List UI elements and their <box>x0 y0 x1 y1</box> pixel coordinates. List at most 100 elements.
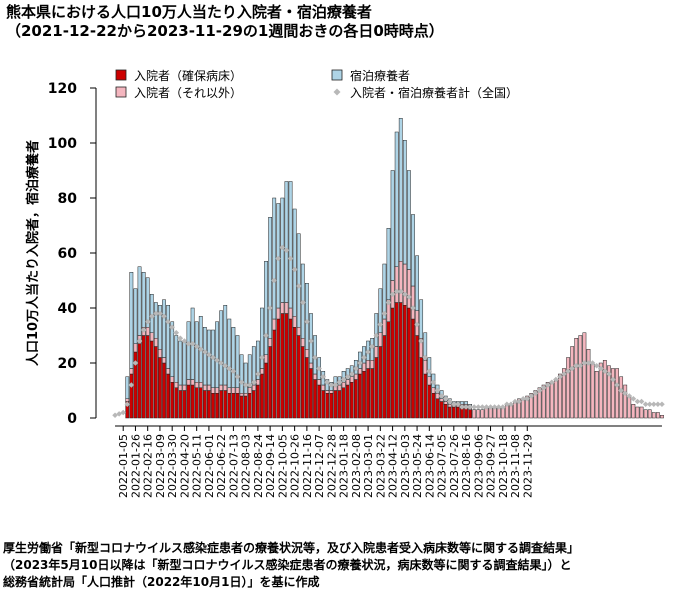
national-total-point <box>369 343 375 350</box>
bar-severe <box>247 393 252 419</box>
bar-lodging <box>235 335 240 388</box>
bar-lodging <box>219 310 224 386</box>
bar-severe <box>178 390 183 419</box>
bar-severe <box>325 393 330 419</box>
bar-lodging <box>411 214 415 287</box>
bar-severe <box>451 406 456 419</box>
y-tick-label: 80 <box>58 191 78 207</box>
bar-lodging <box>133 288 138 344</box>
bar-other <box>402 263 407 306</box>
bar-lodging <box>374 313 379 347</box>
national-total-point <box>259 354 265 361</box>
national-total-point <box>422 354 429 361</box>
national-total-point <box>557 373 563 380</box>
bar-severe <box>468 409 473 419</box>
bar-other <box>615 368 619 419</box>
national-total-point <box>585 360 592 366</box>
national-total-point <box>361 354 367 361</box>
bar-other <box>251 384 256 391</box>
bar-other <box>329 390 334 394</box>
national-total-point <box>414 321 420 328</box>
bar-other <box>411 285 415 320</box>
bar-other <box>300 338 305 347</box>
bar-severe <box>166 373 170 419</box>
bar-other <box>215 387 219 394</box>
national-total-point <box>161 313 167 320</box>
bar-other <box>480 409 485 419</box>
national-total-point <box>548 379 555 386</box>
bar-other <box>439 398 444 402</box>
national-total-point <box>157 310 163 317</box>
bar-lodging <box>178 340 183 386</box>
bar-severe <box>219 390 224 419</box>
national-total-point <box>283 247 290 254</box>
national-total-point <box>365 349 371 355</box>
national-total-point <box>455 401 461 408</box>
x-tick-label: 2023-09-27 <box>485 434 498 498</box>
national-total-point <box>263 332 269 339</box>
bar-other <box>566 357 570 419</box>
national-total-point <box>238 379 245 386</box>
bar-other <box>562 368 566 419</box>
national-total-point <box>348 371 355 377</box>
bar-lodging <box>251 346 256 386</box>
bar-other <box>202 384 207 391</box>
national-total-point <box>471 404 478 410</box>
bar-other <box>370 360 375 369</box>
x-tick-label: 2023-08-16 <box>460 434 473 498</box>
bar-severe <box>239 395 244 419</box>
x-tick-label: 2022-03-30 <box>166 434 179 498</box>
national-total-point <box>438 393 445 399</box>
x-tick-label: 2023-11-08 <box>509 434 522 498</box>
legend-lodging-label: 宿泊療養者 <box>350 68 410 83</box>
national-total-point <box>479 404 486 410</box>
bar-other <box>345 379 350 386</box>
bar-other <box>174 382 179 388</box>
bar-severe <box>272 329 277 419</box>
source-line: 総務省統計局「人口推計（2022年10月1日）」を基に作成 <box>3 575 320 589</box>
bar-other <box>353 373 358 380</box>
bar-other <box>574 338 579 419</box>
legend-severe-label: 入院者（確保病床） <box>134 68 242 83</box>
national-total-point <box>561 371 567 377</box>
bar-other <box>243 393 248 397</box>
national-total-point <box>553 376 559 383</box>
bar-lodging <box>125 376 130 399</box>
bar-severe <box>362 371 366 419</box>
national-total-point <box>287 255 294 262</box>
bar-severe <box>243 395 248 419</box>
bar-lodging <box>460 401 464 405</box>
bar-other <box>607 365 611 419</box>
national-total-point <box>377 321 384 328</box>
national-total-point <box>251 379 257 386</box>
bar-lodging <box>398 118 403 262</box>
bar-other <box>198 382 203 388</box>
bar-severe <box>427 384 432 419</box>
bar-lodging <box>296 233 301 328</box>
national-total-point <box>573 362 580 369</box>
bar-other <box>476 409 481 419</box>
x-tick-label: 2022-08-03 <box>240 434 253 498</box>
bar-severe <box>174 387 179 419</box>
national-total-point <box>193 343 200 350</box>
bar-other <box>264 354 268 364</box>
national-total-point <box>642 401 649 408</box>
bar-other <box>231 387 236 394</box>
x-tick-label: 2022-12-28 <box>325 434 338 498</box>
national-total-point <box>197 346 204 353</box>
national-total-point <box>475 404 482 410</box>
bar-other <box>594 371 599 419</box>
national-total-point <box>230 368 237 375</box>
y-tick-label: 0 <box>67 411 77 427</box>
national-total-point <box>218 360 224 366</box>
national-total-point <box>140 327 147 333</box>
bar-other <box>227 387 232 394</box>
bar-lodging <box>215 321 219 388</box>
bar-lodging <box>137 266 142 336</box>
bar-severe <box>223 390 228 419</box>
chart-subtitle: （2021-12-22から2023-11-29の1週間おきの各日0時時点） <box>6 22 444 40</box>
bar-lodging <box>174 335 179 383</box>
bar-other <box>133 343 138 353</box>
bar-lodging <box>415 255 419 311</box>
national-total-point <box>308 338 314 344</box>
